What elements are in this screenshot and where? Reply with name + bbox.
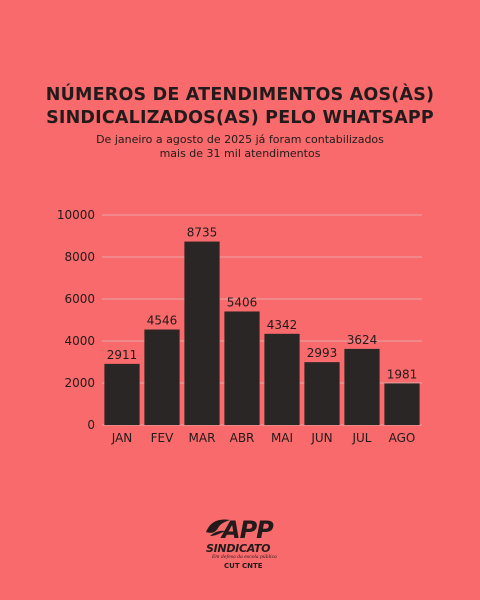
bird-icon: [206, 519, 230, 536]
logo-affiliation: CUT CNTE: [224, 562, 263, 570]
bar-mai: [264, 333, 300, 425]
bar-mar: [184, 241, 220, 425]
data-label: 3624: [347, 333, 378, 347]
bar-fev: [144, 329, 180, 425]
y-tick-label: 0: [87, 418, 95, 432]
logo-app-text: APP: [222, 516, 274, 544]
y-tick-label: 8000: [64, 250, 95, 264]
bar-jun: [304, 362, 340, 425]
x-tick-label: FEV: [151, 431, 174, 445]
y-tick-label: 4000: [64, 334, 95, 348]
chart-title-line-2: SINDICALIZADOS(AS) PELO WHATSAPP: [46, 108, 434, 128]
data-label: 1981: [387, 367, 418, 381]
y-tick-label: 2000: [64, 376, 95, 390]
x-tick-label: JAN: [111, 431, 133, 445]
data-label: 4342: [267, 318, 298, 332]
data-label: 4546: [147, 314, 178, 328]
bar-jan: [104, 363, 140, 425]
x-tick-label: ABR: [230, 431, 255, 445]
chart-subtitle-line-2: mais de 31 mil atendimentos: [159, 147, 321, 160]
logo-tagline: Em defesa da escola pública: [212, 555, 277, 560]
x-tick-label: MAR: [189, 431, 216, 445]
x-tick-label: JUL: [351, 431, 371, 445]
chart-subtitle: De janeiro a agosto de 2025 já foram con…: [0, 133, 480, 161]
x-tick-label: JUN: [310, 431, 332, 445]
data-label: 8735: [187, 226, 218, 240]
bar-chart: 0 2000 4000 6000 8000 10000 2911 JAN 4546 FEV 8735…: [57, 208, 422, 445]
data-label: 2993: [307, 346, 338, 360]
app-sindicato-logo: APP SINDICATO Em defesa da escola públic…: [200, 512, 280, 582]
logo-sindicato-text: SINDICATO: [206, 542, 271, 555]
x-tick-label: MAI: [271, 431, 293, 445]
chart-title-line-1: NÚMEROS DE ATENDIMENTOS AOS(ÀS): [45, 85, 435, 105]
bar-abr: [224, 311, 260, 425]
y-tick-label: 6000: [64, 292, 95, 306]
chart-title: NÚMEROS DE ATENDIMENTOS AOS(ÀS) SINDICAL…: [0, 84, 480, 130]
y-tick-label: 10000: [57, 208, 95, 222]
chart-subtitle-line-1: De janeiro a agosto de 2025 já foram con…: [96, 133, 384, 146]
bar-ago: [384, 383, 420, 425]
x-tick-label: AGO: [389, 431, 416, 445]
data-label: 5406: [227, 295, 258, 309]
data-label: 2911: [107, 348, 138, 362]
bar-jul: [344, 348, 380, 425]
